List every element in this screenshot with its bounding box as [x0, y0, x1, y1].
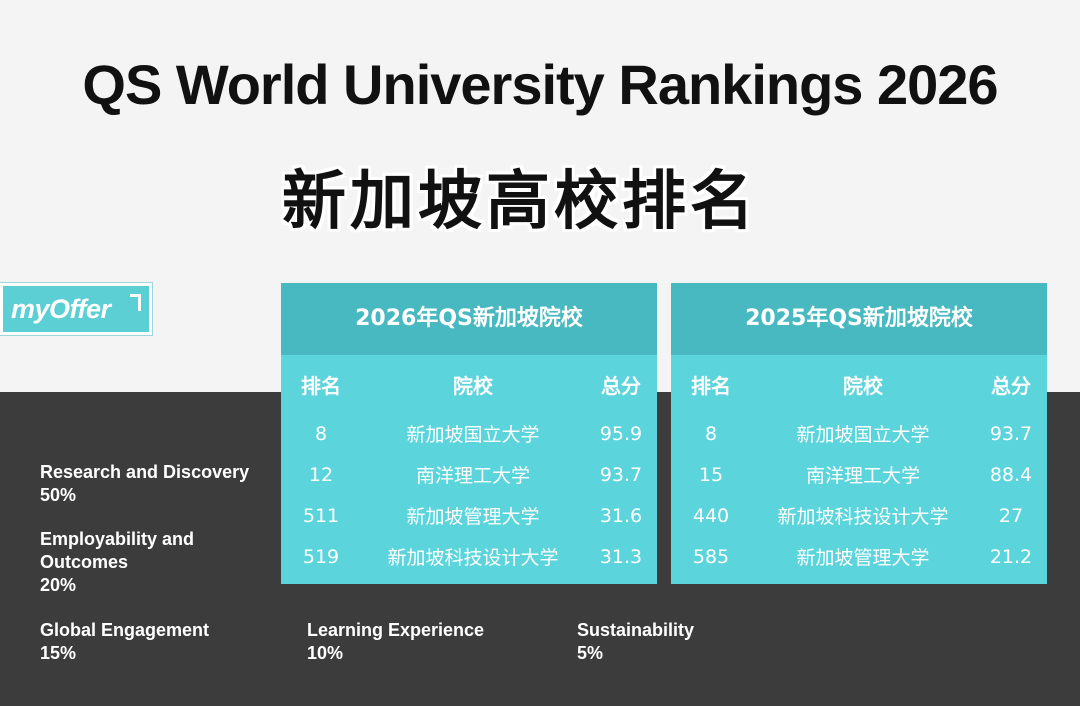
table-row: 519 新加坡科技设计大学 31.3	[281, 536, 657, 577]
column-school: 院校	[453, 373, 493, 398]
school-cell: 新加坡国立大学	[796, 424, 930, 446]
table-row: 8 新加坡国立大学 95.9	[281, 413, 657, 454]
column-score: 总分	[601, 373, 641, 398]
school-cell: 新加坡科技设计大学	[777, 506, 949, 528]
criterion-weight: 10%	[307, 643, 344, 663]
score-cell: 21.2	[989, 545, 1033, 568]
column-score: 总分	[991, 373, 1031, 398]
column-school: 院校	[843, 373, 883, 398]
rank-cell: 511	[302, 504, 340, 527]
ranking-table-2026: 2026年QS新加坡院校 排名 院校 总分 8 新加坡国立大学 95.9 12 …	[281, 283, 657, 584]
school-cell: 新加坡国立大学	[406, 424, 540, 446]
table-row: 8 新加坡国立大学 93.7	[671, 413, 1047, 454]
page-subtitle: 新加坡高校排名	[282, 165, 758, 239]
score-cell: 93.7	[989, 422, 1033, 445]
logo-text: myOffer	[11, 293, 111, 324]
table-row: 585 新加坡管理大学 21.2	[671, 536, 1047, 577]
criterion-employability: Employability and Outcomes 20%	[40, 528, 194, 597]
table-header: 2026年QS新加坡院校	[281, 283, 657, 355]
school-cell: 新加坡科技设计大学	[387, 547, 559, 569]
table-header: 2025年QS新加坡院校	[671, 283, 1047, 355]
rank-cell: 585	[692, 545, 730, 568]
school-cell: 新加坡管理大学	[406, 506, 540, 528]
table-row: 15 南洋理工大学 88.4	[671, 454, 1047, 495]
table-row: 511 新加坡管理大学 31.6	[281, 495, 657, 536]
criterion-weight: 5%	[577, 643, 604, 663]
score-cell: 27	[998, 504, 1024, 527]
criterion-name: Sustainability	[577, 620, 695, 640]
rank-cell: 8	[314, 422, 328, 445]
table-column-headers: 排名 院校 总分	[671, 355, 1047, 413]
score-cell: 88.4	[989, 463, 1033, 486]
criterion-name: Global Engagement	[40, 620, 210, 640]
rank-cell: 8	[704, 422, 718, 445]
score-cell: 95.9	[599, 422, 643, 445]
table-row: 12 南洋理工大学 93.7	[281, 454, 657, 495]
score-cell: 31.3	[599, 545, 643, 568]
column-rank: 排名	[691, 373, 731, 398]
myoffer-logo: myOffer	[0, 283, 152, 335]
table-column-headers: 排名 院校 总分	[281, 355, 657, 413]
school-cell: 南洋理工大学	[805, 465, 920, 487]
logo-corner-mark	[130, 294, 141, 311]
criterion-weight: 20%	[40, 575, 77, 595]
table-row: 440 新加坡科技设计大学 27	[671, 495, 1047, 536]
criterion-weight: 15%	[40, 643, 77, 663]
criterion-name: Research and Discovery	[40, 462, 250, 482]
rank-cell: 12	[308, 463, 334, 486]
score-cell: 93.7	[599, 463, 643, 486]
criterion-research: Research and Discovery 50%	[40, 461, 249, 507]
rank-cell: 519	[302, 545, 340, 568]
criterion-name: Learning Experience	[307, 620, 485, 640]
criterion-learning-experience: Learning Experience 10%	[307, 619, 484, 665]
criterion-global-engagement: Global Engagement 15%	[40, 619, 209, 665]
criterion-weight: 50%	[40, 485, 77, 505]
rank-cell: 15	[698, 463, 724, 486]
rank-cell: 440	[692, 504, 730, 527]
column-rank: 排名	[301, 373, 341, 398]
page-title: QS World University Rankings 2026	[82, 53, 998, 116]
ranking-table-2025: 2025年QS新加坡院校 排名 院校 总分 8 新加坡国立大学 93.7 15 …	[671, 283, 1047, 584]
score-cell: 31.6	[599, 504, 643, 527]
school-cell: 南洋理工大学	[415, 465, 530, 487]
school-cell: 新加坡管理大学	[796, 547, 930, 569]
criterion-name: Employability and Outcomes	[40, 529, 195, 572]
criterion-sustainability: Sustainability 5%	[577, 619, 694, 665]
